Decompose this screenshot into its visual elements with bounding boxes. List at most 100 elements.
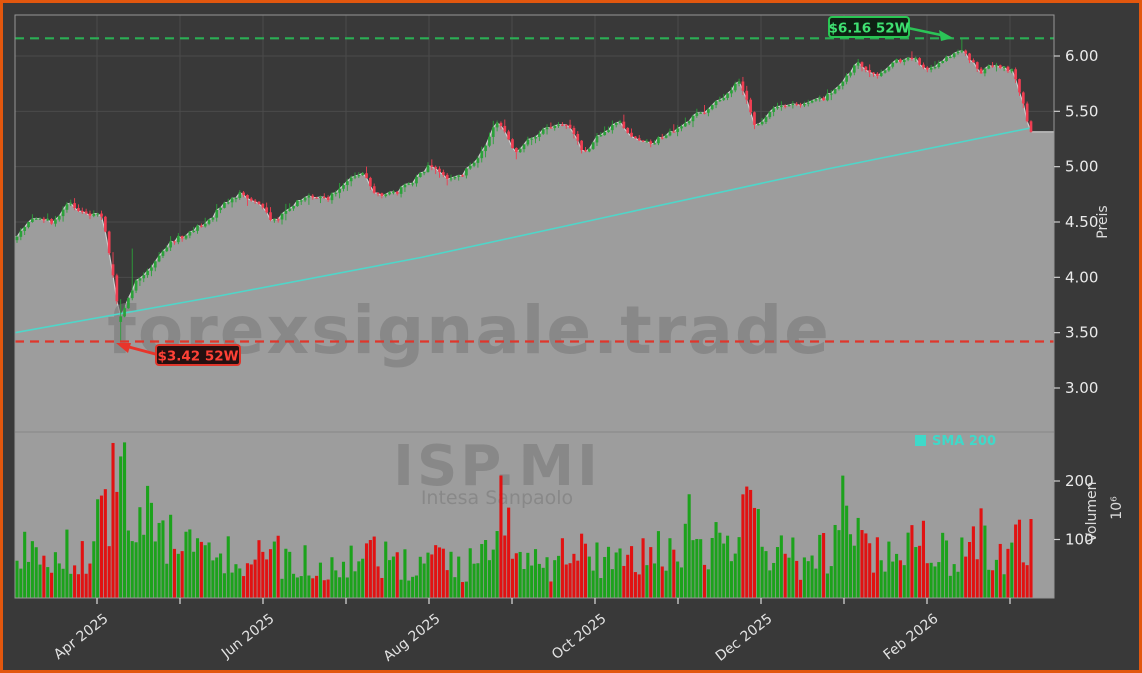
volume-bar [57, 563, 61, 598]
volume-bar [587, 556, 591, 598]
volume-bar [541, 567, 545, 598]
volume-bar [276, 535, 280, 598]
candle-body [430, 165, 434, 168]
candle-body [722, 97, 726, 100]
volume-bar [169, 514, 173, 598]
volume-bar [334, 570, 338, 598]
volume-bar [245, 563, 250, 598]
volume-bar [315, 575, 319, 598]
price-tick-label: 5.00 [1065, 158, 1098, 176]
candle-body [184, 235, 188, 239]
volume-bar [679, 567, 684, 598]
price-tick-label: 4.50 [1065, 213, 1098, 231]
candle-body [680, 126, 683, 129]
volume-bar [518, 551, 522, 598]
volume-bar [349, 545, 353, 598]
price-tick-label: 6.00 [1065, 47, 1098, 65]
candle-body [941, 61, 945, 63]
candle-body [127, 298, 130, 309]
candle-body [365, 173, 368, 178]
volume-bar [545, 557, 549, 598]
volume-bar [211, 560, 215, 598]
candle-body [349, 177, 353, 182]
volume-bar [806, 561, 810, 598]
volume-bar [810, 555, 814, 598]
candle-body [676, 128, 679, 133]
volume-bar [710, 537, 714, 598]
candle-body [303, 197, 307, 201]
volume-bar [875, 537, 879, 598]
volume-bar [99, 495, 104, 598]
volume-bar [741, 494, 745, 598]
volume-bar [572, 553, 576, 598]
candle-body [833, 89, 837, 94]
candle-body [695, 112, 699, 116]
volume-bar [176, 553, 180, 598]
volume-bar [576, 560, 580, 598]
candle-body [357, 175, 361, 177]
volume-bar [464, 581, 468, 598]
volume-bar [1010, 542, 1014, 598]
volume-bar [729, 561, 733, 598]
volume-bar [964, 556, 968, 598]
volume-bar [353, 571, 357, 598]
volume-bar [50, 572, 54, 598]
volume-bar [795, 560, 799, 598]
candle-body [879, 72, 883, 76]
volume-bar [345, 577, 349, 598]
volume-bar [622, 565, 626, 598]
low-52w-annotation: $3.42 52W [116, 343, 241, 366]
candle-body [461, 175, 464, 177]
candle-body [511, 139, 514, 148]
candle-body [42, 218, 46, 221]
candle-body [392, 191, 395, 193]
volume-bar [722, 543, 726, 598]
candle-body [991, 65, 994, 67]
volume-bar [165, 563, 169, 598]
high-annotation-arrow-line [907, 26, 942, 37]
volume-bar [902, 565, 906, 598]
candle-body [476, 158, 480, 163]
volume-bar [364, 543, 369, 598]
candle-body [979, 68, 983, 74]
candle-body [707, 109, 710, 113]
volume-bar [756, 509, 760, 598]
candle-body [499, 122, 503, 126]
candle-body [119, 316, 123, 322]
candle-body [100, 213, 103, 217]
candle-body [587, 148, 591, 152]
volume-bar [30, 541, 34, 598]
candle-body [188, 231, 192, 236]
candle-body [607, 130, 610, 132]
candle-body [714, 101, 718, 106]
candle-body [572, 127, 576, 134]
volume-bar [484, 540, 488, 598]
volume-bar [783, 553, 787, 598]
volume-bar [330, 557, 334, 598]
candle-body [618, 121, 622, 123]
volume-bar [134, 542, 138, 598]
candle-body [330, 193, 334, 201]
candle-body [975, 62, 979, 69]
volume-bar [268, 549, 273, 598]
candle-body [534, 136, 537, 139]
volume-bar [852, 545, 856, 598]
volume-bar [791, 537, 795, 598]
candle-body [726, 93, 729, 98]
volume-bar [1014, 524, 1018, 598]
candle-body [272, 219, 276, 221]
candle-body [549, 127, 553, 129]
candle-body [315, 197, 318, 199]
volume-bar [702, 564, 707, 598]
volume-bar [618, 548, 622, 598]
candle-body [322, 196, 326, 199]
volume-bar [76, 574, 81, 598]
volume-bar [468, 548, 472, 598]
volume-bar [384, 541, 388, 598]
candle-body [31, 218, 34, 223]
candle-body [756, 124, 760, 126]
volume-bar [280, 578, 284, 598]
volume-bar [96, 499, 100, 598]
volume-bar [411, 576, 415, 598]
volume-bar [234, 564, 238, 598]
